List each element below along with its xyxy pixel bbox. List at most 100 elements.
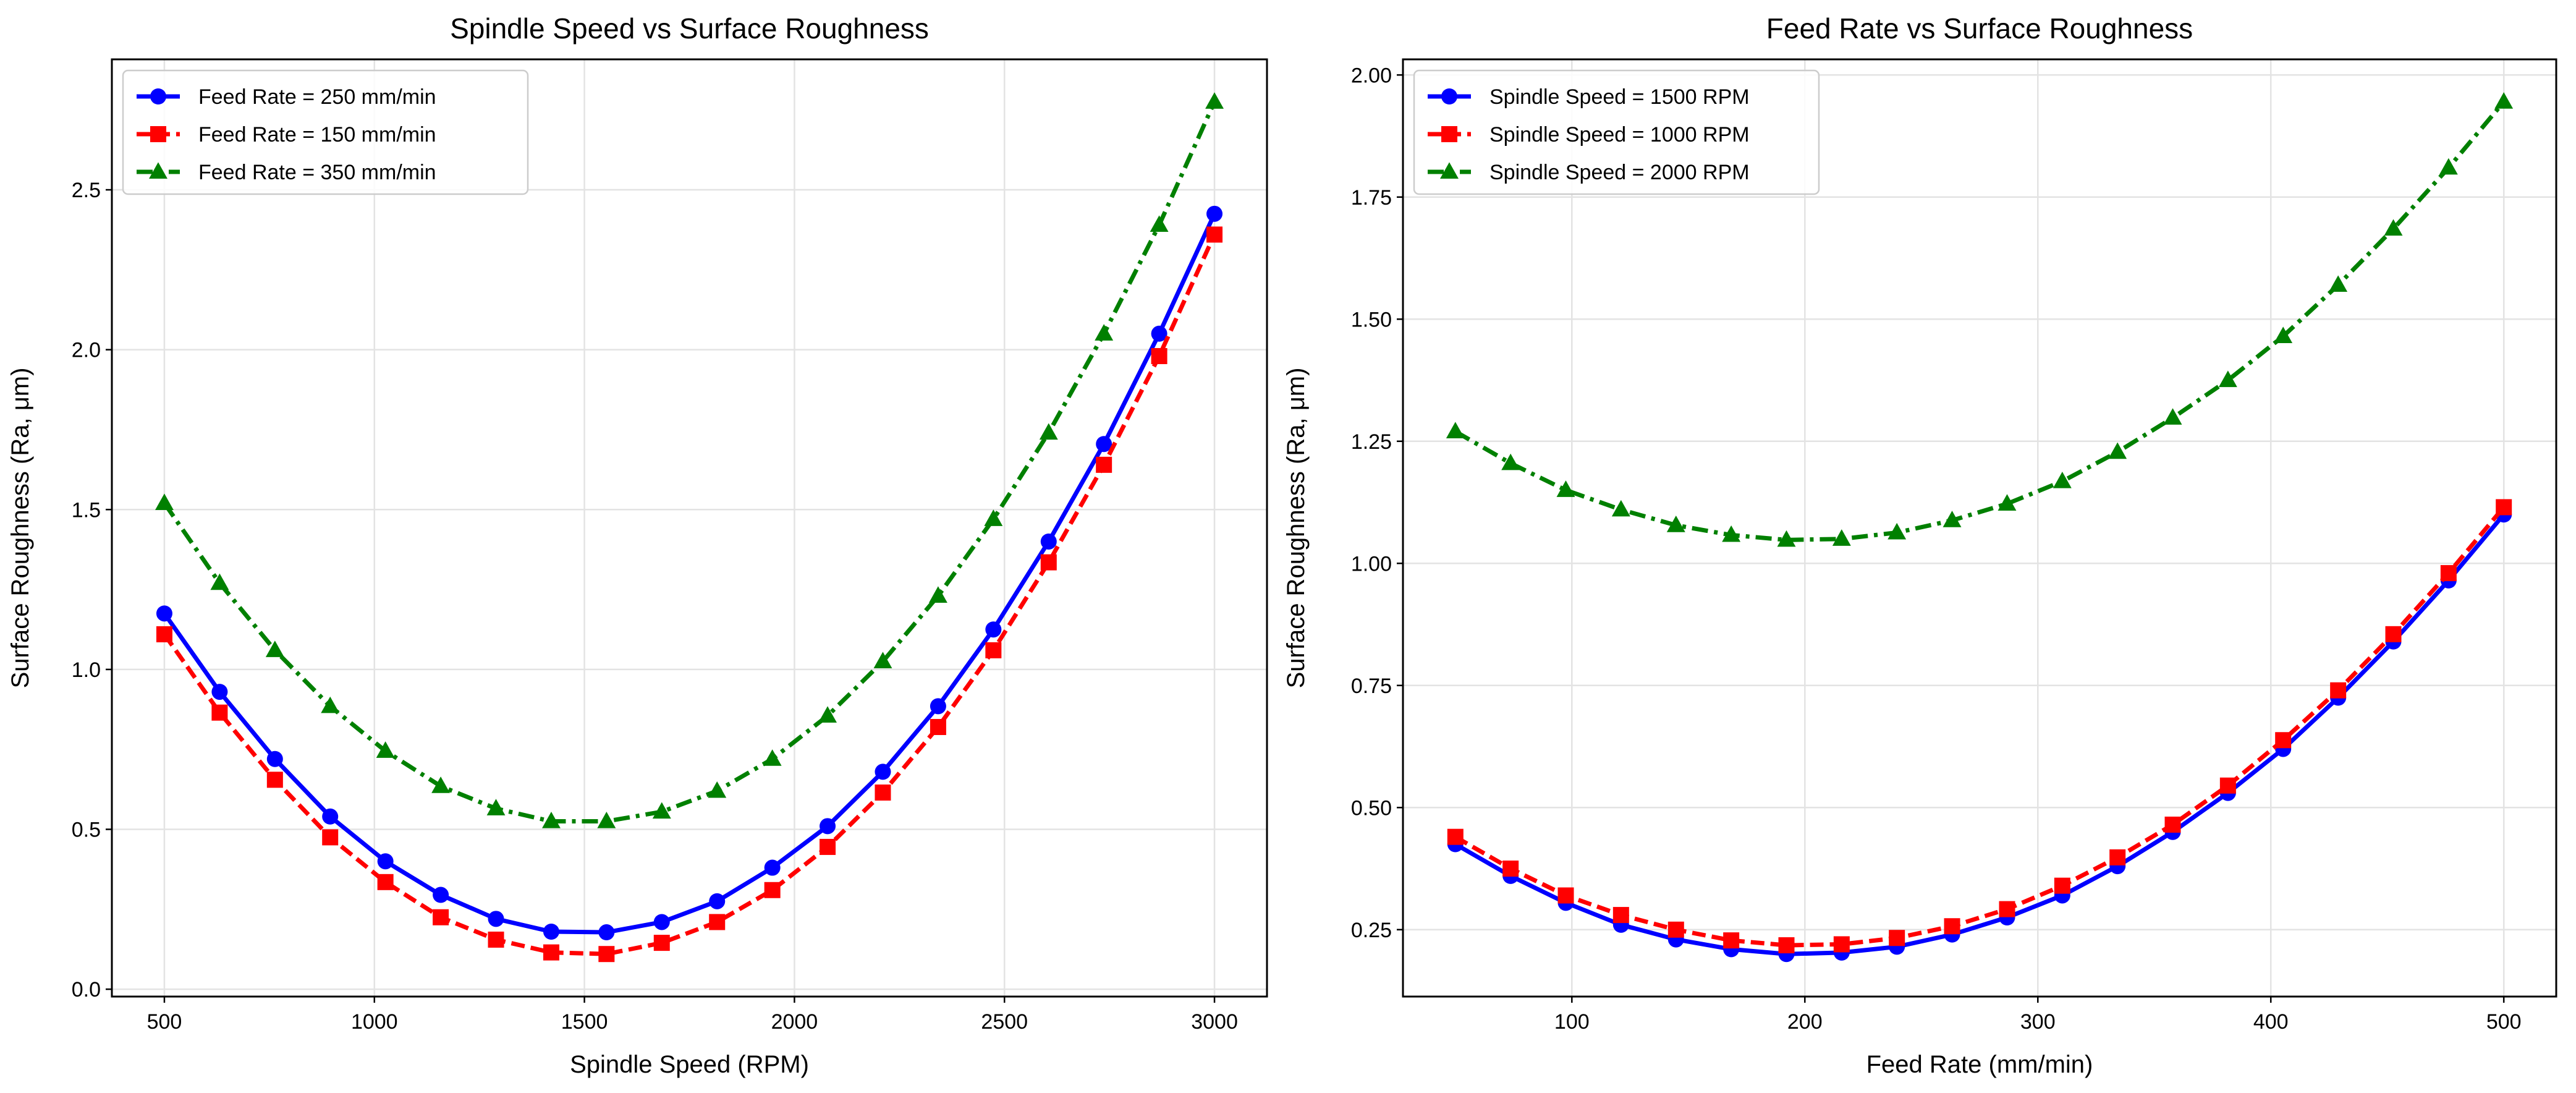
triangle-marker [1666, 516, 1685, 532]
triangle-marker [1888, 522, 1907, 540]
circle-marker [377, 853, 394, 870]
triangle-marker [542, 811, 561, 828]
triangle-marker [1777, 530, 1796, 547]
square-marker [653, 935, 670, 951]
square-marker [150, 126, 166, 142]
circle-marker [433, 887, 449, 903]
legend-entry: Feed Rate = 350 mm/min [198, 161, 436, 184]
y-tick-label: 1.0 [72, 658, 101, 682]
triangle-marker [1150, 215, 1169, 232]
square-marker [2219, 777, 2236, 794]
triangle-marker [2218, 370, 2237, 388]
square-marker [488, 931, 504, 948]
x-tick-label: 1500 [561, 1010, 608, 1034]
triangle-marker [486, 799, 506, 815]
series-line [163, 213, 1217, 935]
triangle-marker [149, 162, 167, 179]
circle-marker [543, 924, 559, 940]
x-tick-label: 2000 [771, 1010, 818, 1034]
square-marker [764, 882, 781, 898]
square-marker [2054, 877, 2070, 894]
triangle-marker [2384, 219, 2403, 236]
x-tick-label: 500 [147, 1010, 182, 1034]
legend-entry: Feed Rate = 150 mm/min [198, 123, 436, 147]
y-tick-label: 1.5 [72, 498, 101, 522]
x-tick-label: 2500 [981, 1010, 1028, 1034]
chart-title: Feed Rate vs Surface Roughness [1766, 12, 2193, 45]
x-tick-label: 300 [2020, 1010, 2056, 1034]
triangle-marker [265, 640, 284, 657]
triangle-marker [1832, 529, 1851, 546]
legend-entry: Spindle Speed = 1500 RPM [1489, 85, 1750, 109]
circle-marker [1206, 205, 1223, 222]
y-tick-label: 2.5 [72, 179, 101, 202]
triangle-marker [873, 652, 892, 668]
legend-box [1413, 69, 1820, 195]
axes-frame [111, 58, 1268, 998]
square-marker [1944, 918, 1960, 935]
square-marker [930, 718, 946, 735]
series-1 [156, 205, 1223, 941]
square-marker [543, 944, 559, 961]
x-tick-label: 100 [1554, 1010, 1590, 1034]
y-tick-label: 0.0 [72, 978, 101, 1002]
series-1 [1447, 506, 2512, 963]
circle-marker [1040, 533, 1057, 550]
series-line [1454, 506, 2506, 948]
circle-marker [1096, 436, 1112, 453]
circle-marker [322, 808, 339, 825]
x-axis-label: Feed Rate (mm/min) [1866, 1051, 2093, 1078]
x-tick-label: 400 [2253, 1010, 2289, 1034]
y-tick-label: 0.50 [1351, 796, 1392, 820]
triangle-marker [155, 493, 174, 510]
square-marker [2496, 499, 2512, 516]
triangle-marker [1501, 453, 1520, 470]
square-marker [266, 772, 283, 788]
square-marker [985, 642, 1002, 658]
chart-1: 500 1000 1500 2000 2500 3000 0.0 0.5 1.0 1.5 2.0 2.… [7, 12, 1268, 1078]
series-2 [1447, 499, 2512, 954]
square-marker [322, 829, 339, 846]
circle-marker [598, 924, 615, 941]
x-tick-label: 1000 [351, 1010, 398, 1034]
square-marker [2164, 816, 2181, 833]
legend-box [122, 69, 529, 195]
circle-marker [764, 859, 781, 876]
triangle-marker [376, 741, 395, 758]
circle-marker [150, 88, 166, 104]
square-marker [820, 838, 836, 855]
triangle-marker [1446, 422, 1465, 439]
triangle-marker [1039, 423, 1058, 440]
square-marker [1889, 930, 1905, 946]
series-line [1454, 100, 2506, 542]
x-tick-label: 500 [2486, 1010, 2522, 1034]
legend: Spindle Speed = 1500 RPM Spindle Speed = … [1413, 69, 1820, 195]
triangle-marker [1205, 92, 1224, 109]
x-tick-label: 3000 [1191, 1010, 1238, 1034]
triangle-marker [2053, 471, 2072, 488]
triangle-marker [984, 509, 1003, 526]
triangle-marker [1611, 500, 1630, 517]
circle-marker [488, 911, 504, 927]
chart-2: 100 200 300 400 500 0.25 0.50 0.75 1.00 1.25 1.50 1… [1282, 12, 2557, 1078]
legend-entry: Spindle Speed = 1000 RPM [1489, 123, 1750, 147]
triangle-marker [928, 586, 947, 603]
triangle-marker [321, 696, 340, 713]
triangle-marker [1095, 324, 1114, 341]
square-marker [377, 874, 394, 890]
square-marker [1833, 936, 1850, 953]
triangle-marker [210, 573, 229, 590]
series-3 [1446, 92, 2514, 547]
square-marker [211, 704, 228, 721]
triangle-marker [2108, 442, 2127, 459]
y-tick-label: 0.75 [1351, 674, 1392, 698]
axes-frame [1402, 58, 2557, 998]
triangle-marker [431, 776, 451, 793]
triangle-marker [652, 802, 671, 819]
circle-marker [156, 605, 172, 622]
circle-marker [266, 751, 283, 767]
square-marker [2330, 682, 2347, 699]
square-marker [2109, 849, 2126, 865]
series-3 [155, 92, 1224, 828]
